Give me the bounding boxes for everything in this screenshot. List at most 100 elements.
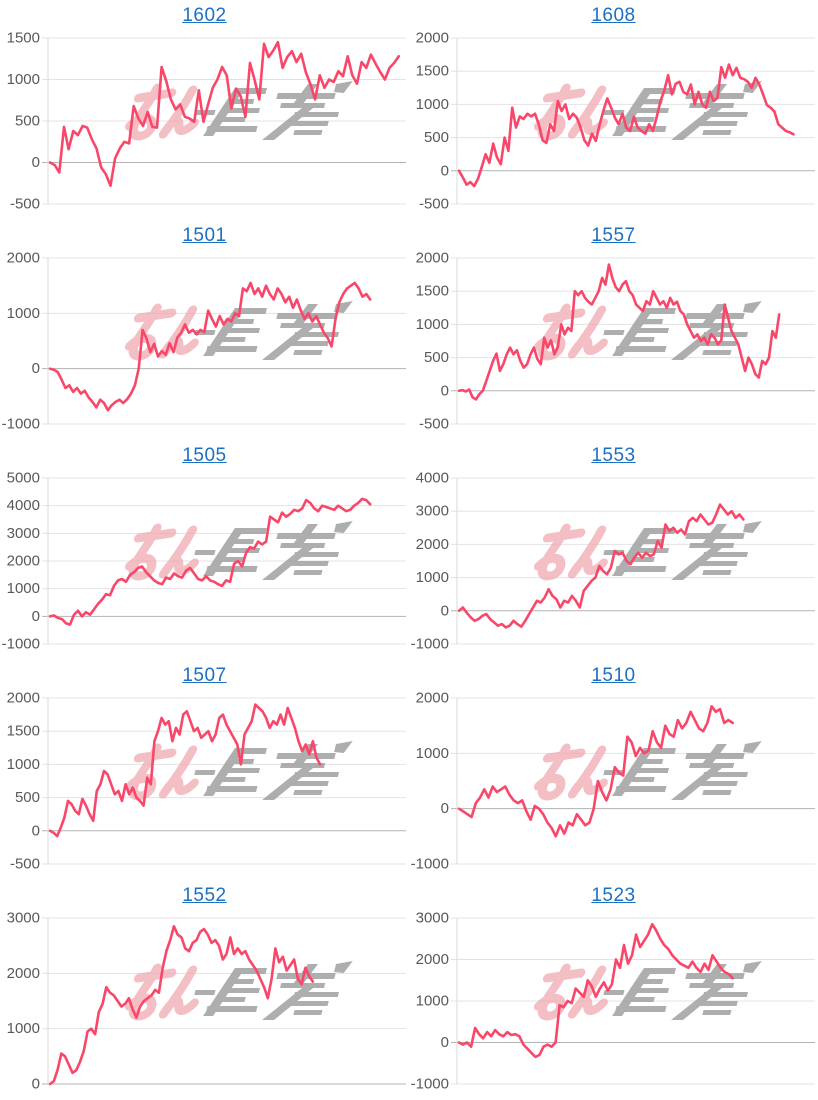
y-tick-label: 500 [424,129,449,146]
y-tick-label: -500 [419,416,449,433]
chart-title-link[interactable]: 1608 [591,5,636,26]
y-tick-label: -1000 [411,636,449,653]
y-axis-labels: 1500 1000 500 0 -500 [7,30,40,213]
y-tick-label: 2000 [7,250,40,267]
y-tick-label: 1000 [416,96,449,113]
y-tick-label: 1000 [416,745,449,762]
y-tick-label: 0 [32,154,40,171]
series-line [457,922,735,1059]
y-tick-label: 0 [32,360,40,377]
gridlines [451,917,815,1085]
y-tick-label: -1000 [411,1076,449,1093]
chart-plot: 5000 4000 3000 2000 1000 0 -1000 [2,470,406,653]
series-line [457,503,745,629]
y-tick-label: 0 [441,1034,449,1051]
chart-panel-1553: 4000 3000 2000 1000 0 -1000 1553 [409,440,818,660]
gridlines [42,697,406,865]
series-line [457,704,735,838]
chart-plot: 3000 2000 1000 0 -1000 [411,910,815,1093]
chart-title-link[interactable]: 1505 [182,445,227,466]
y-tick-label: 5000 [7,470,40,487]
series-line [48,703,322,838]
y-tick-label: -500 [419,196,449,213]
y-tick-label: 3000 [7,525,40,542]
y-tick-label: 0 [32,822,40,839]
gridlines [451,257,815,425]
y-tick-label: 0 [441,382,449,399]
chart-panel-1552: 3000 2000 1000 0 1552 [0,880,409,1100]
chart-plot: 2000 1000 0 -1000 [411,690,815,873]
chart-title-link[interactable]: 1557 [591,225,636,246]
series-line [457,63,795,188]
chart-title-link[interactable]: 1523 [591,885,636,906]
chart-title-link[interactable]: 1602 [182,5,227,26]
y-tick-label: 1500 [416,283,449,300]
y-axis-labels: 3000 2000 1000 0 -1000 [411,910,449,1093]
chart-title-link[interactable]: 1552 [182,885,227,906]
y-tick-label: 1500 [416,63,449,80]
y-tick-label: 1000 [416,316,449,333]
watermark-icon [127,741,353,800]
y-axis-labels: 2000 1500 1000 500 0 -500 [7,690,40,873]
y-tick-label: -1000 [2,636,40,653]
gridlines [451,477,815,645]
watermark-icon [536,81,762,140]
chart-panel-1602: 1500 1000 500 0 -500 1602 [0,0,409,220]
chart-panel-1510: 2000 1000 0 -1000 1510 [409,660,818,880]
y-tick-label: 1000 [7,305,40,322]
y-tick-label: 2000 [416,690,449,707]
gridlines [451,697,815,865]
y-tick-label: 1000 [416,993,449,1010]
y-tick-label: 2000 [7,965,40,982]
chart-plot: 4000 3000 2000 1000 0 -1000 [411,470,815,653]
chart-panel-1608: 2000 1500 1000 500 0 -500 1608 [409,0,818,220]
chart-plot: 2000 1500 1000 500 0 -500 [416,250,815,433]
chart-panel-1507: 2000 1500 1000 500 0 -500 1507 [0,660,409,880]
series-line [48,281,372,412]
chart-title-link[interactable]: 1507 [182,665,227,686]
y-tick-label: 4000 [416,470,449,487]
chart-panel-1501: 2000 1000 0 -1000 1501 [0,220,409,440]
chart-plot: 2000 1000 0 -1000 [2,250,406,433]
y-tick-label: 3000 [416,910,449,927]
y-tick-label: 0 [32,1076,40,1093]
watermark-icon [127,961,353,1020]
y-tick-label: 1000 [7,580,40,597]
y-axis-labels: 2000 1500 1000 500 0 -500 [416,30,449,213]
y-tick-label: 2000 [416,30,449,47]
y-tick-label: 2000 [7,553,40,570]
chart-panel-1505: 5000 4000 3000 2000 1000 0 -1000 1505 [0,440,409,660]
gridlines [42,917,406,1085]
gridlines [451,37,815,205]
chart-title-link[interactable]: 1501 [182,225,227,246]
watermark-icon [127,521,353,580]
y-axis-labels: 2000 1000 0 -1000 [411,690,449,873]
y-axis-labels: 5000 4000 3000 2000 1000 0 -1000 [2,470,40,653]
y-tick-label: 500 [15,113,40,130]
y-tick-label: -500 [10,196,40,213]
chart-plot: 2000 1500 1000 500 0 -500 [7,690,406,873]
chart-title-link[interactable]: 1553 [591,445,636,466]
y-tick-label: 3000 [7,910,40,927]
watermark-icon [536,961,762,1020]
y-tick-label: -1000 [411,856,449,873]
y-tick-label: 1500 [7,30,40,47]
y-tick-label: 2000 [416,250,449,267]
chart-title-link[interactable]: 1510 [591,665,636,686]
y-tick-label: 1000 [7,756,40,773]
series-line [48,924,315,1086]
y-tick-label: 1000 [7,1020,40,1037]
chart-plot: 3000 2000 1000 0 [7,910,406,1093]
series-line [48,497,372,626]
y-tick-label: 0 [441,800,449,817]
y-tick-label: -500 [10,856,40,873]
y-tick-label: 0 [32,608,40,625]
chart-plot: 1500 1000 500 0 -500 [7,30,406,213]
watermark-icon [536,521,762,580]
y-axis-labels: 3000 2000 1000 0 [7,910,40,1093]
series-line [48,40,401,187]
y-tick-label: 2000 [416,536,449,553]
y-tick-label: 2000 [416,951,449,968]
y-tick-label: 2000 [7,690,40,707]
